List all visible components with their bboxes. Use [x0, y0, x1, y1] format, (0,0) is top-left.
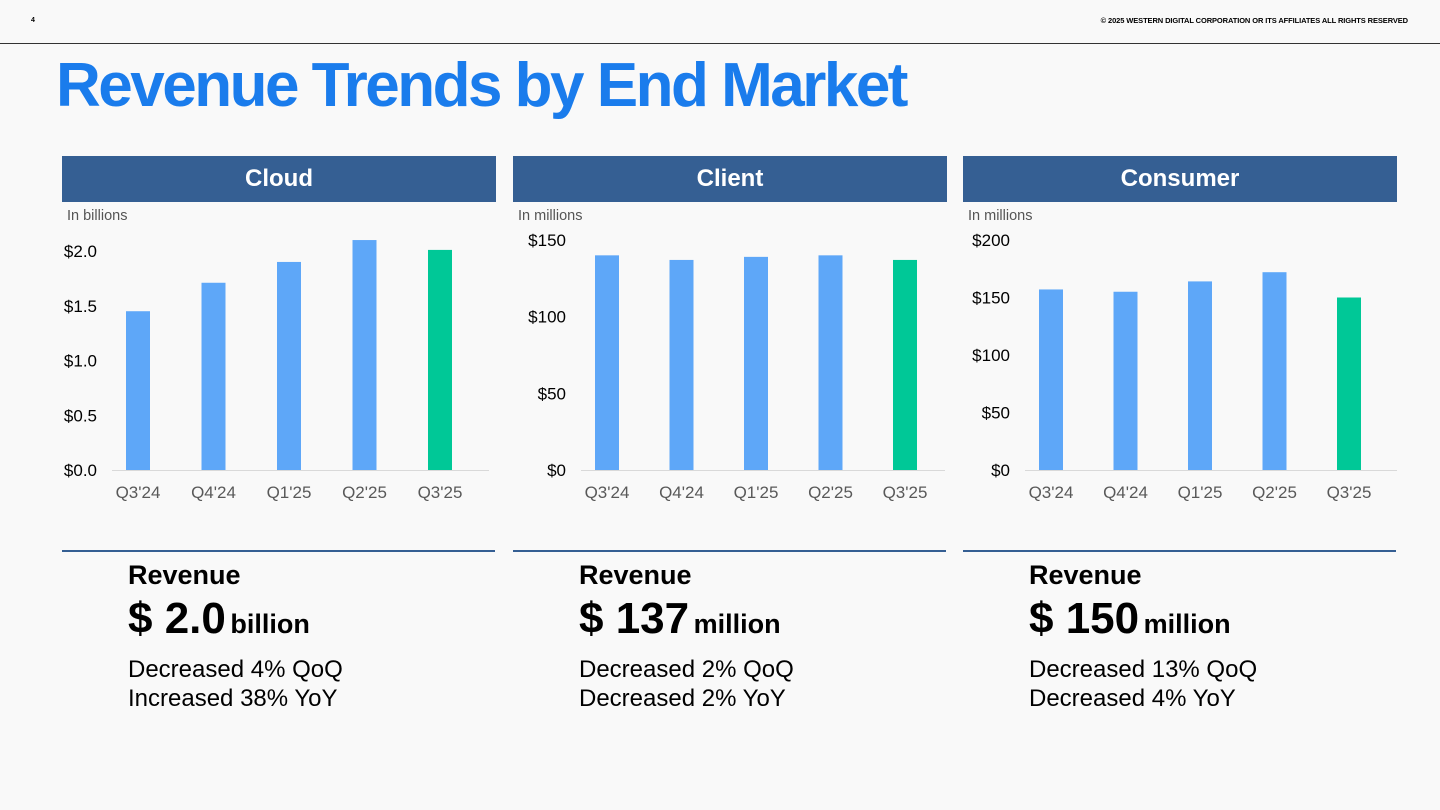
- y-tick-label: $100: [528, 308, 566, 327]
- divider-line: [963, 550, 1396, 552]
- yoy-change: Decreased 2% YoY: [579, 685, 786, 712]
- bar-q325: [893, 259, 917, 470]
- revenue-label: Revenue: [1029, 560, 1142, 590]
- panel-header: Cloud: [62, 156, 496, 202]
- y-tick-label: $0: [991, 461, 1010, 480]
- bar-q324: [126, 311, 150, 470]
- client-panel: Client In millions $0 $50 $100 $150 Q3'24 Q4'…: [513, 156, 947, 716]
- yoy-change: Increased 38% YoY: [128, 685, 338, 712]
- cloud-bar-chart: $0.0 $0.5 $1.0 $1.5 $2.0 Q3'24 Q4'24 Q1'25 Q2'25…: [64, 240, 489, 502]
- y-tick-label: $0.5: [64, 406, 97, 425]
- qoq-change: Decreased 4% QoQ: [128, 656, 343, 683]
- revenue-summary: Revenue $ 150 million Decreased 13% QoQ …: [1029, 559, 1257, 713]
- consumer-bar-chart: $0 $50 $100 $150 $200 Q3'24 Q4'24 Q1'25 Q2'25 Q3'…: [972, 231, 1397, 502]
- x-tick-label: Q2'25: [808, 483, 853, 502]
- x-tick-label: Q1'25: [267, 483, 312, 502]
- unit-label: In billions: [67, 208, 128, 224]
- bar-q424: [201, 282, 226, 470]
- consumer-panel: Consumer In millions $0 $50 $100 $150 $200 Q3…: [963, 156, 1397, 716]
- bar-q225: [818, 255, 843, 470]
- revenue-unit: billion: [230, 609, 310, 639]
- bar-q225: [1262, 272, 1287, 470]
- qoq-change: Decreased 2% QoQ: [579, 656, 794, 683]
- bar-q325: [1337, 297, 1361, 470]
- yoy-change: Decreased 4% YoY: [1029, 685, 1236, 712]
- bar-q324: [1039, 289, 1063, 470]
- x-tick-label: Q3'25: [1327, 483, 1372, 502]
- page-title: Revenue Trends by End Market: [56, 51, 908, 120]
- revenue-unit: million: [693, 609, 781, 639]
- revenue-amount: $ 137: [579, 594, 690, 643]
- divider-line: [62, 550, 495, 552]
- bar-q424: [669, 259, 694, 470]
- revenue-value: $ 2.0 billion: [128, 593, 343, 655]
- x-tick-label: Q2'25: [342, 483, 387, 502]
- panel-header: Consumer: [963, 156, 1397, 202]
- x-tick-label: Q2'25: [1252, 483, 1297, 502]
- revenue-unit: million: [1143, 609, 1231, 639]
- bar-q424: [1113, 291, 1138, 470]
- unit-label: In millions: [968, 208, 1033, 224]
- y-tick-label: $0.0: [64, 461, 97, 480]
- y-tick-label: $1.5: [64, 297, 97, 316]
- x-tick-label: Q3'25: [418, 483, 463, 502]
- cloud-panel: Cloud In billions $0.0 $0.5 $1.0 $1.5 $2.0 Q3…: [62, 156, 496, 716]
- x-tick-label: Q4'24: [659, 483, 704, 502]
- qoq-change: Decreased 13% QoQ: [1029, 656, 1258, 683]
- bar-q125: [744, 256, 768, 470]
- x-tick-label: Q3'24: [1029, 483, 1074, 502]
- revenue-value: $ 137 million: [579, 593, 794, 655]
- y-tick-label: $100: [972, 346, 1010, 365]
- revenue-summary: Revenue $ 2.0 billion Decreased 4% QoQ I…: [128, 559, 343, 713]
- client-bar-chart: $0 $50 $100 $150 Q3'24 Q4'24 Q1'25 Q2'25 Q3'25: [528, 231, 945, 502]
- y-tick-label: $50: [538, 384, 566, 403]
- y-tick-label: $50: [982, 404, 1010, 423]
- bar-q225: [352, 240, 377, 470]
- revenue-summary: Revenue $ 137 million Decreased 2% QoQ D…: [579, 559, 794, 713]
- x-tick-label: Q3'25: [883, 483, 928, 502]
- revenue-label: Revenue: [579, 560, 692, 590]
- top-bar: 4 © 2025 WESTERN DIGITAL CORPORATION OR …: [0, 0, 1440, 44]
- revenue-label: Revenue: [128, 560, 241, 590]
- panel-header: Client: [513, 156, 947, 202]
- x-tick-label: Q1'25: [1178, 483, 1223, 502]
- x-tick-label: Q4'24: [1103, 483, 1148, 502]
- bar-q324: [595, 255, 619, 470]
- bar-q125: [277, 261, 301, 470]
- x-tick-label: Q3'24: [116, 483, 161, 502]
- page-number: 4: [31, 17, 35, 24]
- x-tick-label: Q3'24: [585, 483, 630, 502]
- copyright-notice: © 2025 WESTERN DIGITAL CORPORATION OR IT…: [1100, 16, 1408, 25]
- revenue-amount: $ 150: [1029, 594, 1140, 643]
- revenue-amount: $ 2.0: [128, 594, 226, 643]
- y-tick-label: $0: [547, 461, 566, 480]
- revenue-value: $ 150 million: [1029, 593, 1257, 655]
- y-tick-label: $200: [972, 231, 1010, 250]
- x-tick-label: Q1'25: [734, 483, 779, 502]
- bar-q325: [428, 249, 452, 470]
- y-tick-label: $2.0: [64, 242, 97, 261]
- divider-line: [513, 550, 946, 552]
- x-tick-label: Q4'24: [191, 483, 236, 502]
- bar-q125: [1188, 281, 1212, 470]
- y-tick-label: $150: [972, 289, 1010, 308]
- y-tick-label: $1.0: [64, 352, 97, 371]
- unit-label: In millions: [518, 208, 583, 224]
- y-tick-label: $150: [528, 231, 566, 250]
